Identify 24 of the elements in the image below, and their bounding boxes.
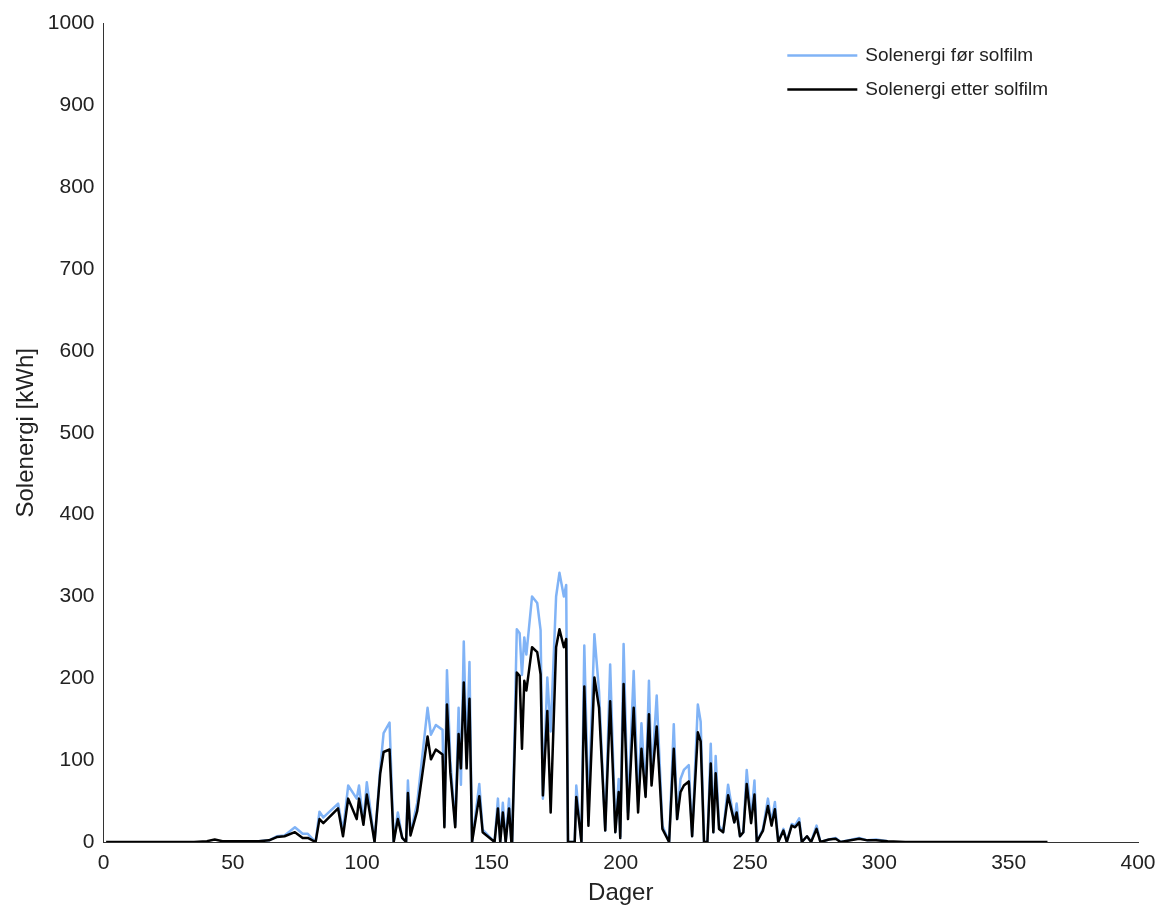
x-tick-label: 50: [221, 850, 245, 874]
x-tick-label: 300: [861, 850, 897, 874]
y-tick-label: 0: [82, 828, 95, 852]
y-tick-label: 600: [59, 337, 95, 361]
legend-label: Solenergi før solfilm: [865, 43, 1034, 65]
y-tick-label: 200: [59, 665, 95, 689]
x-tick-label: 200: [603, 850, 639, 874]
legend-label: Solenergi etter solfilm: [865, 77, 1049, 99]
y-tick-label: 1000: [47, 10, 95, 34]
x-tick-label: 250: [732, 850, 768, 874]
x-axis-title: Dager: [588, 878, 654, 906]
x-tick-label: 400: [1120, 850, 1156, 874]
x-tick-label: 100: [344, 850, 380, 874]
y-tick-label: 700: [59, 255, 95, 279]
y-tick-label: 100: [59, 746, 95, 770]
x-tick-label: 0: [97, 850, 110, 874]
y-axis-title: Solenergi [kWh]: [11, 348, 39, 518]
y-tick-label: 300: [59, 583, 95, 607]
y-tick-label: 400: [59, 501, 95, 525]
x-tick-label: 150: [473, 850, 509, 874]
y-tick-label: 800: [59, 174, 95, 198]
y-tick-label: 500: [59, 419, 95, 443]
y-tick-label: 900: [59, 92, 95, 116]
x-tick-label: 350: [991, 850, 1027, 874]
